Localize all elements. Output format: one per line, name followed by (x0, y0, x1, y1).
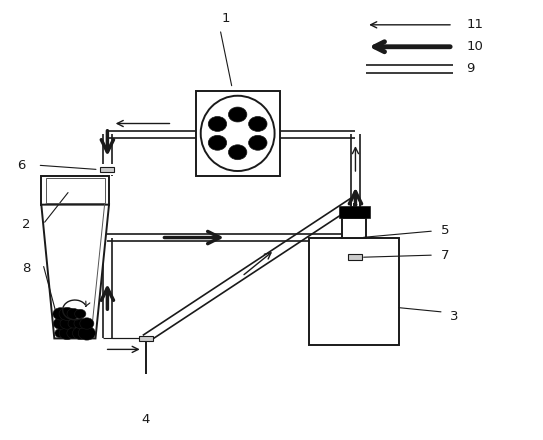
Bar (342, 218, 367, 238)
Circle shape (209, 117, 226, 132)
Bar (339, 205, 370, 218)
Text: 8: 8 (22, 262, 31, 275)
Circle shape (72, 327, 88, 339)
Text: 7: 7 (440, 249, 449, 262)
Text: 2: 2 (22, 218, 31, 231)
Circle shape (55, 329, 66, 338)
Bar (46, 178, 105, 203)
Circle shape (229, 145, 247, 160)
Circle shape (249, 117, 267, 132)
Text: 6: 6 (17, 159, 26, 172)
Circle shape (59, 308, 75, 320)
Bar (41, 176, 109, 205)
Circle shape (74, 309, 86, 319)
Bar (139, 336, 153, 341)
Text: 1: 1 (221, 12, 230, 25)
Bar (100, 167, 115, 172)
Text: 10: 10 (466, 40, 483, 53)
Circle shape (68, 319, 79, 328)
Text: 9: 9 (466, 62, 475, 75)
Circle shape (53, 308, 68, 320)
Circle shape (249, 136, 267, 150)
Circle shape (229, 107, 247, 122)
Ellipse shape (201, 96, 275, 171)
Bar (349, 254, 363, 260)
Circle shape (67, 308, 80, 319)
Circle shape (209, 136, 226, 150)
Text: 11: 11 (466, 18, 483, 31)
Circle shape (78, 326, 96, 340)
Circle shape (80, 318, 94, 329)
Circle shape (53, 318, 68, 329)
Circle shape (60, 318, 74, 329)
Text: 4: 4 (142, 413, 150, 426)
Text: 5: 5 (440, 224, 449, 238)
Circle shape (74, 319, 86, 329)
Circle shape (67, 328, 80, 339)
Polygon shape (41, 205, 109, 338)
Text: 3: 3 (450, 310, 459, 323)
Bar (195, 91, 280, 176)
Bar (310, 238, 399, 345)
Circle shape (59, 327, 75, 340)
